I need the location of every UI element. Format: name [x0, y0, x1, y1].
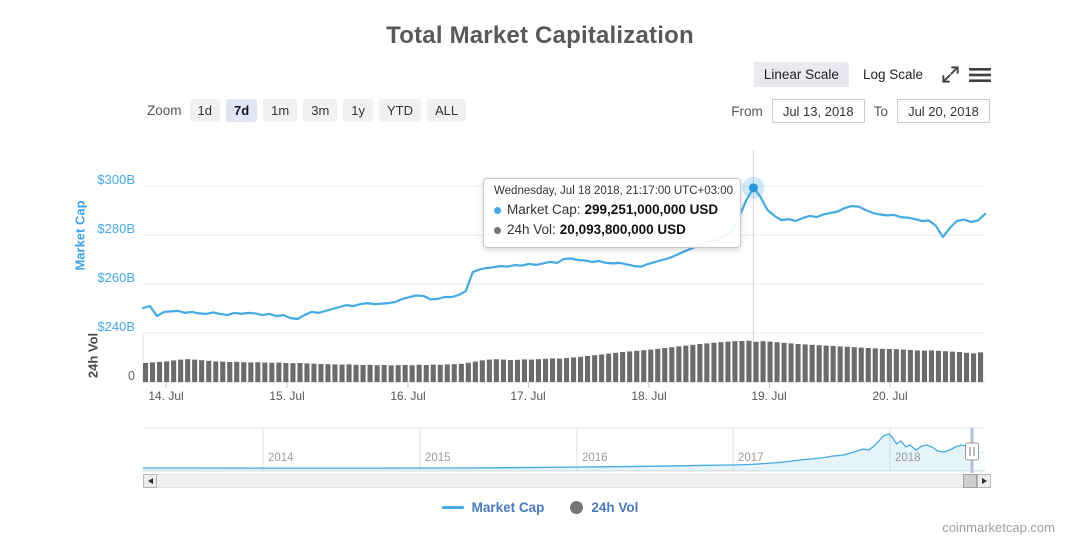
x-label-14jul: 14. Jul — [148, 389, 184, 403]
tooltip-volume-value: 20,093,800,000 USD — [559, 222, 686, 237]
tooltip-market-cap-label: Market Cap: — [507, 202, 581, 217]
chart-tooltip: Wednesday, Jul 18 2018, 21:17:00 UTC+03:… — [483, 178, 741, 248]
scrollbar-right-arrow-icon — [981, 478, 987, 484]
x-label-18jul: 18. Jul — [631, 389, 667, 403]
log-scale-button[interactable]: Log Scale — [862, 67, 923, 82]
tooltip-market-cap-value: 299,251,000,000 USD — [584, 202, 719, 217]
chart-legend: Market Cap 24h Vol — [0, 500, 1080, 515]
zoom-button-1m[interactable]: 1m — [263, 99, 298, 122]
scale-toggle-row: Linear Scale Log Scale — [753, 62, 993, 87]
legend-24h-vol-label: 24h Vol — [591, 500, 639, 515]
legend-item-24h-vol[interactable]: 24h Vol — [570, 500, 638, 515]
volume-bullet-icon — [494, 226, 501, 234]
tooltip-datetime: Wednesday, Jul 18 2018, 21:17:00 UTC+03:… — [494, 185, 734, 197]
navigator-year-2017: 2017 — [738, 452, 764, 464]
hamburger-menu-icon[interactable] — [967, 63, 993, 87]
to-label: To — [873, 103, 888, 119]
navigator-series-line — [143, 433, 986, 469]
legend-item-market-cap[interactable]: Market Cap — [441, 500, 545, 515]
scrollbar-left-arrow-icon — [147, 478, 153, 484]
tooltip-volume-row: 24h Vol: 20,093,800,000 USD — [494, 220, 730, 240]
navigator-scrollbar-thumb[interactable] — [963, 474, 977, 488]
zoom-button-ytd[interactable]: YTD — [379, 99, 422, 122]
navigator-year-2016: 2016 — [582, 452, 608, 464]
from-label: From — [731, 103, 763, 119]
volume-dot-swatch-icon — [570, 501, 584, 514]
marker-point — [748, 183, 758, 193]
scrollbar-right-button[interactable] — [977, 474, 991, 488]
zoom-button-1d[interactable]: 1d — [189, 99, 220, 122]
tooltip-market-cap-row: Market Cap: 299,251,000,000 USD — [494, 200, 730, 220]
coinmarketcap-credit: coinmarketcap.com — [942, 520, 1055, 535]
navigator-year-2015: 2015 — [425, 452, 451, 464]
zoom-button-all[interactable]: ALL — [427, 99, 467, 122]
fullscreen-expand-icon[interactable] — [937, 63, 963, 87]
page-title: Total Market Capitalization — [386, 22, 694, 49]
market-cap-axis-title: Market Cap — [72, 200, 88, 271]
market-cap-line — [141, 186, 987, 321]
market-cap-line-swatch-icon — [441, 506, 464, 509]
x-label-15jul: 15. Jul — [269, 389, 305, 403]
zoom-label: Zoom — [147, 103, 182, 118]
market-cap-bullet-icon — [494, 206, 501, 214]
volume-axis-title: 24h Vol — [85, 332, 101, 379]
zoom-button-3m[interactable]: 3m — [303, 99, 338, 122]
volume-tick-0: 0 — [128, 369, 135, 383]
x-label-19jul: 19. Jul — [751, 389, 787, 403]
navigator-handle-grip[interactable] — [965, 442, 979, 461]
y-tick-300b: $300B — [97, 172, 135, 187]
y-tick-280b: $280B — [97, 221, 135, 236]
navigator-scrollbar-track[interactable] — [157, 474, 976, 488]
zoom-button-1y[interactable]: 1y — [343, 99, 374, 122]
legend-market-cap-label: Market Cap — [471, 500, 545, 515]
navigator-year-2014: 2014 — [268, 452, 294, 464]
y-tick-260b: $260B — [97, 270, 135, 285]
scrollbar-left-button[interactable] — [143, 474, 157, 488]
from-date-input[interactable] — [771, 99, 865, 123]
y-tick-240b: $240B — [97, 319, 135, 334]
tooltip-volume-label: 24h Vol: — [507, 222, 556, 237]
to-date-input[interactable] — [897, 99, 990, 123]
navigator-year-2018: 2018 — [895, 452, 921, 464]
zoom-button-7d[interactable]: 7d — [225, 99, 258, 122]
date-range-row: From To — [731, 99, 990, 123]
x-label-20jul: 20. Jul — [872, 389, 908, 403]
x-label-17jul: 17. Jul — [510, 389, 546, 403]
x-label-16jul: 16. Jul — [390, 389, 426, 403]
linear-scale-button[interactable]: Linear Scale — [753, 62, 849, 87]
zoom-preset-row: Zoom 1d 7d 1m 3m 1y YTD ALL — [147, 99, 467, 122]
